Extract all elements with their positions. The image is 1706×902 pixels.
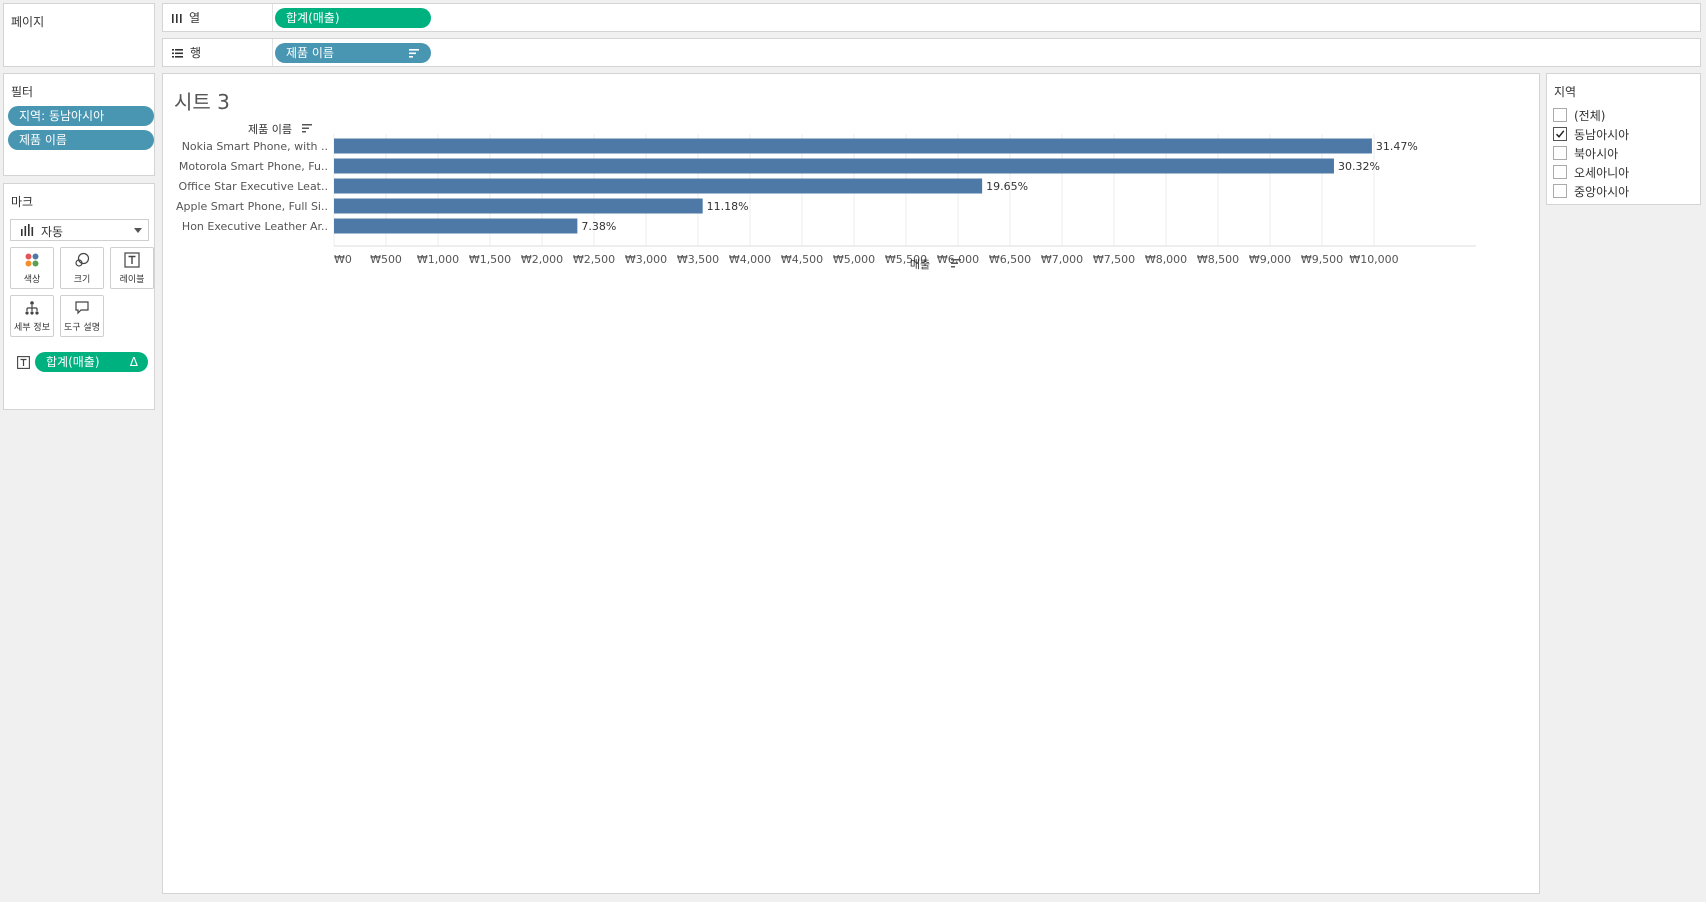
category-label: Hon Executive Leather Ar.. — [182, 220, 328, 233]
x-tick-label: ₩4,000 — [729, 253, 771, 266]
columns-icon — [172, 13, 182, 23]
region-option-label: 오세아니아 — [1574, 165, 1630, 180]
bar[interactable] — [334, 198, 703, 214]
columns-shelf[interactable]: 열 합계(매출) — [162, 3, 1701, 32]
x-tick-label: ₩9,500 — [1301, 253, 1343, 266]
filters-title: 필터 — [11, 85, 34, 99]
x-axis-sort-icon[interactable] — [951, 259, 961, 268]
table-calculation-delta-icon: Δ — [129, 355, 138, 369]
data-label: 19.65% — [986, 180, 1028, 193]
region-option-label: 중앙아시아 — [1574, 184, 1630, 199]
bar[interactable] — [334, 158, 1334, 174]
x-tick-label: ₩6,500 — [989, 253, 1031, 266]
label-button[interactable]: 레이블 — [110, 247, 154, 289]
x-tick-label: ₩5,500 — [885, 253, 927, 266]
bar-chart: Nokia Smart Phone, with .. 31.47% Motorola… — [176, 123, 1476, 271]
x-tick-label: ₩1,500 — [469, 253, 511, 266]
filters-panel: 필터 지역: 동남아시아 제품 이름 — [3, 73, 155, 176]
category-label: Nokia Smart Phone, with .. — [182, 140, 328, 153]
x-tick-label: ₩2,000 — [521, 253, 563, 266]
region-filter-title: 지역 — [1554, 85, 1577, 99]
x-tick-label: ₩1,000 — [417, 253, 459, 266]
color-button[interactable]: 색상 — [10, 247, 54, 289]
region-option[interactable]: (전체) — [1553, 106, 1605, 124]
bar-chart-icon — [21, 224, 34, 236]
chevron-down-icon — [134, 228, 142, 233]
checkmark-icon — [1555, 130, 1565, 138]
region-option[interactable]: 동남아시아 — [1553, 125, 1629, 143]
x-axis-title: 매출 — [910, 258, 930, 271]
x-tick-label: ₩3,000 — [625, 253, 667, 266]
rows-shelf-label: 행 — [190, 46, 202, 60]
filter-pill-product-name[interactable]: 제품 이름 — [8, 130, 154, 150]
row-header-product-name: 제품 이름 — [248, 123, 292, 136]
x-tick-label: ₩5,000 — [833, 253, 875, 266]
region-option-label: 북아시아 — [1574, 146, 1619, 161]
region-checkbox[interactable] — [1553, 146, 1567, 160]
region-option[interactable]: 오세아니아 — [1553, 163, 1629, 181]
region-checkbox[interactable] — [1553, 184, 1567, 198]
rows-shelf[interactable]: 행 제품 이름 — [162, 38, 1701, 67]
x-tick-label: ₩8,000 — [1145, 253, 1187, 266]
x-tick-label: ₩9,000 — [1249, 253, 1291, 266]
data-label: 30.32% — [1338, 160, 1380, 173]
marks-panel: 마크 자동 색상 크기 레이블 세부 정보 도구 설명 합계(매출) Δ — [3, 183, 155, 410]
mark-type-value: 자동 — [41, 225, 64, 239]
data-label: 7.38% — [581, 220, 616, 233]
rows-icon — [172, 48, 183, 58]
pages-title: 페이지 — [11, 15, 45, 29]
columns-shelf-label: 열 — [189, 11, 201, 25]
columns-pill-sum-sales[interactable]: 합계(매출) — [275, 8, 431, 28]
detail-button[interactable]: 세부 정보 — [10, 295, 54, 337]
x-tick-label: ₩500 — [370, 253, 402, 266]
label-field-icon — [17, 356, 30, 369]
label-pill-sum-sales[interactable]: 합계(매출) Δ — [35, 352, 148, 372]
bar[interactable] — [334, 178, 983, 194]
tooltip-bubble-icon — [75, 300, 89, 314]
region-option[interactable]: 중앙아시아 — [1553, 182, 1629, 200]
tooltip-button[interactable]: 도구 설명 — [60, 295, 104, 337]
sheet-view: 시트 3 Nokia Smart Phone, with .. 31.47% Mot… — [162, 73, 1540, 894]
size-icon — [75, 252, 90, 267]
x-tick-label: ₩8,500 — [1197, 253, 1239, 266]
color-button-label: 색상 — [23, 274, 41, 285]
marks-title: 마크 — [11, 195, 34, 209]
size-button[interactable]: 크기 — [60, 247, 104, 289]
data-label: 31.47% — [1376, 140, 1418, 153]
region-option[interactable]: 북아시아 — [1553, 144, 1618, 162]
x-tick-label: ₩3,500 — [677, 253, 719, 266]
region-checkbox[interactable] — [1553, 165, 1567, 179]
x-tick-label: ₩4,500 — [781, 253, 823, 266]
row-header-sort-icon[interactable] — [302, 124, 312, 133]
x-tick-label: ₩7,500 — [1093, 253, 1135, 266]
x-tick-label: ₩10,000 — [1349, 253, 1398, 266]
data-label: 11.18% — [707, 200, 749, 213]
bar[interactable] — [334, 138, 1372, 154]
mark-type-dropdown[interactable]: 자동 — [10, 219, 149, 241]
region-checkbox[interactable] — [1553, 127, 1567, 141]
region-option-label: (전체) — [1574, 108, 1606, 123]
bar[interactable] — [334, 218, 578, 234]
category-label: Motorola Smart Phone, Fu.. — [179, 160, 328, 173]
size-button-label: 크기 — [73, 274, 91, 285]
sheet-title: 시트 3 — [174, 90, 230, 114]
region-option-label: 동남아시아 — [1574, 127, 1630, 142]
sort-descending-icon — [409, 49, 419, 58]
rows-pill-product-name[interactable]: 제품 이름 — [275, 43, 431, 63]
detail-button-label: 세부 정보 — [14, 322, 50, 333]
filter-pill-region[interactable]: 지역: 동남아시아 — [8, 106, 154, 126]
x-tick-label: ₩0 — [334, 253, 352, 266]
text-label-icon — [124, 251, 140, 268]
category-label: Office Star Executive Leat.. — [179, 180, 328, 193]
pages-panel: 페이지 — [3, 3, 155, 67]
label-button-label: 레이블 — [119, 274, 145, 285]
x-tick-label: ₩7,000 — [1041, 253, 1083, 266]
category-label: Apple Smart Phone, Full Si.. — [176, 200, 328, 213]
color-palette-icon — [25, 253, 39, 266]
tooltip-button-label: 도구 설명 — [64, 322, 100, 333]
x-tick-label: ₩2,500 — [573, 253, 615, 266]
detail-hierarchy-icon — [25, 300, 39, 315]
region-checkbox[interactable] — [1553, 108, 1567, 122]
